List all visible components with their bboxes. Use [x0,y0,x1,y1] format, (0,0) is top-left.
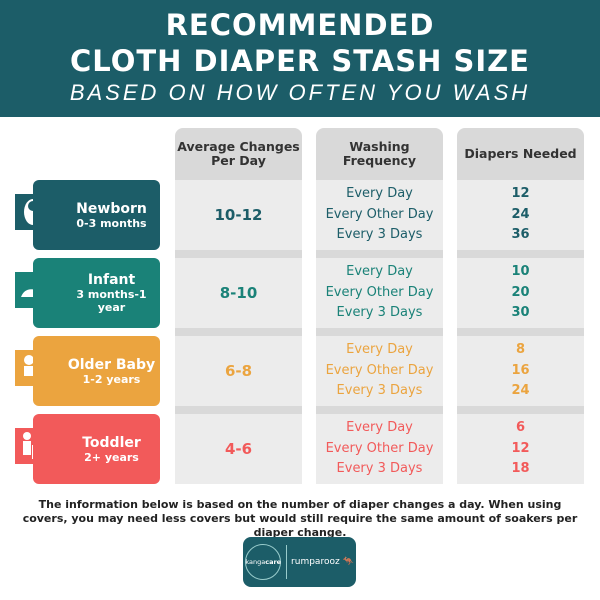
age-group-label: Newborn 0-3 months [33,180,160,250]
frequency-cell: Every Day Every Other Day Every 3 Days [316,258,443,328]
frequency-item: Every 3 Days [336,461,423,477]
diapers-item: 6 [515,420,526,436]
changes-cell: 6-8 [175,336,302,406]
age-range: 3 months-1 year [76,288,147,314]
diapers-item: 12 [511,186,530,202]
diapers-item: 30 [511,305,530,321]
changes-cell: 10-12 [175,180,302,250]
age-group-name: Older Baby [67,356,156,373]
frequency-cell: Every Day Every Other Day Every 3 Days [316,414,443,484]
age-group-name: Newborn [76,200,147,217]
frequency-item: Every Other Day [325,284,434,300]
row-divider [175,328,302,336]
frequency-item: Every Other Day [325,362,434,378]
frequency-cell: Every Day Every Other Day Every 3 Days [316,180,443,250]
age-group-label: Infant 3 months-1 year [33,258,160,328]
col-header-changes: Average Changes Per Day [175,128,302,180]
title-line-2: CLOTH DIAPER STASH SIZE [70,44,530,78]
diapers-item: 12 [511,440,530,456]
row-divider [316,250,443,258]
frequency-item: Every Day [346,342,413,358]
age-group-label: Older Baby 1-2 years [33,336,160,406]
age-group-name: Toddler [82,434,141,451]
age-group-label: Toddler 2+ years [33,414,160,484]
age-range: 1-2 years [82,372,141,386]
diapers-item: 8 [515,342,526,358]
row-divider [316,328,443,336]
age-range: 0-3 months [76,216,147,230]
frequency-item: Every 3 Days [336,383,423,399]
frequency-item: Every Day [346,420,413,436]
changes-cell: 8-10 [175,258,302,328]
diapers-item: 36 [511,227,530,243]
row-divider [175,406,302,414]
row-divider [457,406,584,414]
subtitle: BASED ON HOW OFTEN YOU WASH [69,80,531,105]
brand-logos: kanga care rumparooz 🦘 [243,537,356,587]
title-line-1: RECOMMENDED [165,8,435,42]
frequency-item: Every 3 Days [336,227,423,243]
frequency-item: Every Other Day [325,440,434,456]
frequency-item: Every Day [346,186,413,202]
row-divider [457,250,584,258]
header-banner: RECOMMENDED CLOTH DIAPER STASH SIZE BASE… [0,0,600,117]
diapers-cell: 6 12 18 [457,414,584,484]
diapers-item: 24 [511,383,530,399]
age-group-name: Infant [87,272,136,288]
diapers-item: 20 [511,284,530,300]
changes-cell: 4-6 [175,414,302,484]
age-range: 2+ years [84,450,139,464]
diapers-cell: 10 20 30 [457,258,584,328]
diapers-item: 10 [511,264,530,280]
frequency-item: Every 3 Days [336,305,423,321]
footnote: The information below is based on the nu… [22,498,578,539]
frequency-item: Every Other Day [325,206,434,222]
frequency-cell: Every Day Every Other Day Every 3 Days [316,336,443,406]
col-header-frequency: Washing Frequency [316,128,443,180]
rumparooz-logo: rumparooz 🦘 [291,557,354,567]
diapers-item: 18 [511,461,530,477]
diapers-item: 16 [511,362,530,378]
diapers-cell: 12 24 36 [457,180,584,250]
row-divider [175,250,302,258]
col-header-diapers: Diapers Needed [457,128,584,180]
kangacare-logo: kanga care [245,544,282,580]
diapers-cell: 8 16 24 [457,336,584,406]
frequency-item: Every Day [346,264,413,280]
row-divider [457,328,584,336]
diapers-item: 24 [511,206,530,222]
row-divider [316,406,443,414]
